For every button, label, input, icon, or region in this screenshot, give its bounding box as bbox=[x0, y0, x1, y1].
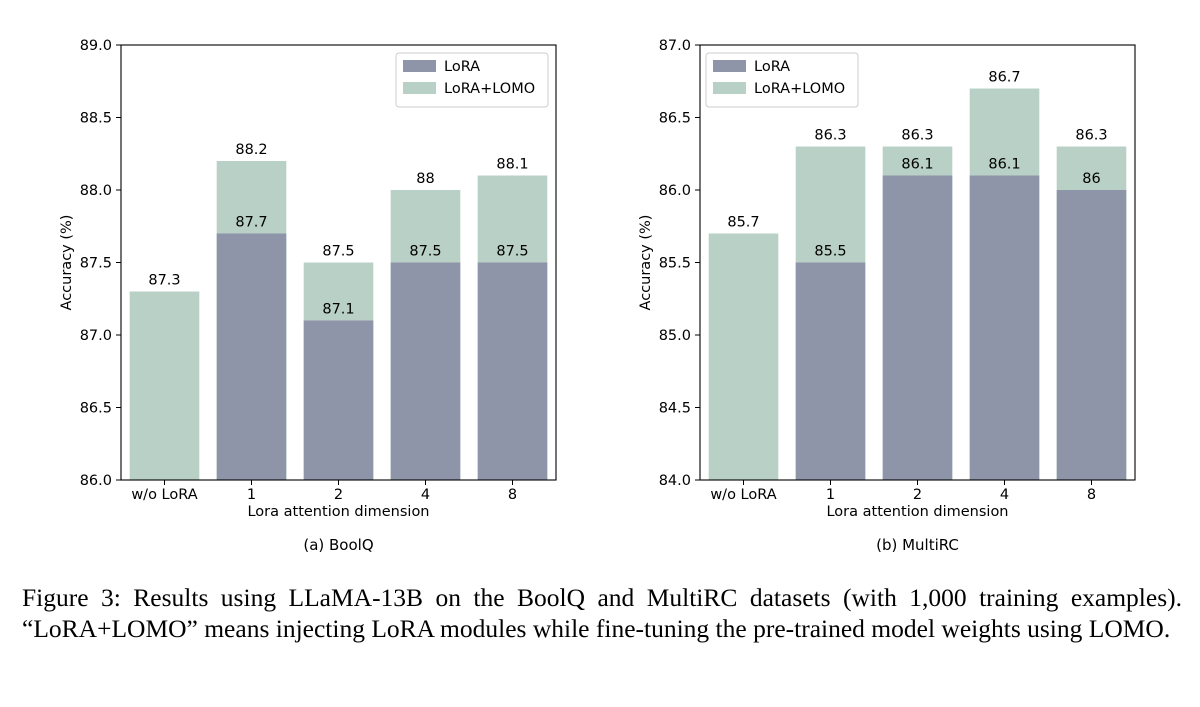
chart2-bar-lora-4 bbox=[1056, 190, 1127, 480]
chart1-subtitle: (a) BoolQ bbox=[303, 536, 373, 554]
chart1-data-label-lora-lomo-3: 88 bbox=[416, 171, 434, 187]
chart1-y-tick-label-6: 89.0 bbox=[80, 38, 112, 54]
chart1-data-label-lora-lomo-1: 88.2 bbox=[235, 142, 267, 158]
chart2-legend-swatch-lora bbox=[713, 60, 746, 72]
chart1-y-tick-label-3: 87.5 bbox=[80, 256, 112, 272]
chart1-x-axis-label: Lora attention dimension bbox=[247, 504, 429, 520]
chart1-data-label-lora-2: 87.1 bbox=[322, 302, 354, 318]
chart2-y-axis-label: Accuracy (%) bbox=[638, 215, 654, 311]
chart1-data-label-lora-1: 87.7 bbox=[235, 215, 267, 231]
chart2-y-tick-label-2: 85.0 bbox=[659, 328, 691, 344]
chart2-x-tick-label-2: 2 bbox=[913, 487, 922, 503]
chart2-legend-label-lora: LoRA bbox=[754, 59, 790, 75]
chart1-bar-lora-2 bbox=[303, 320, 374, 480]
chart2-data-label-lora-lomo-2: 86.3 bbox=[901, 128, 933, 144]
chart2-data-label-lora-lomo-3: 86.7 bbox=[988, 70, 1020, 86]
chart2-y-tick-label-5: 86.5 bbox=[659, 111, 691, 127]
chart2-bar-lora-lomo-0 bbox=[708, 233, 779, 480]
chart1-data-label-lora-lomo-0: 87.3 bbox=[148, 273, 180, 289]
chart1-data-label-lora-4: 87.5 bbox=[496, 244, 528, 260]
chart2-x-tick-label-4: 8 bbox=[1087, 487, 1096, 503]
chart2-y-tick-label-1: 84.5 bbox=[659, 401, 691, 417]
chart1-legend-swatch-lora bbox=[403, 60, 436, 72]
chart1-y-tick-label-2: 87.0 bbox=[80, 328, 112, 344]
chart2-y-tick-label-0: 84.0 bbox=[659, 473, 691, 489]
chart2-data-label-lora-1: 85.5 bbox=[814, 244, 846, 260]
chart2-x-axis-label: Lora attention dimension bbox=[826, 504, 1008, 520]
chart2-x-tick-label-3: 4 bbox=[1000, 487, 1009, 503]
chart2-data-label-lora-lomo-4: 86.3 bbox=[1075, 128, 1107, 144]
chart1-y-axis-label: Accuracy (%) bbox=[59, 215, 75, 311]
chart2-data-label-lora-2: 86.1 bbox=[901, 157, 933, 173]
chart1-legend-label-lora-lomo: LoRA+LOMO bbox=[444, 81, 535, 97]
chart2-data-label-lora-3: 86.1 bbox=[988, 157, 1020, 173]
chart2-y-tick-label-6: 87.0 bbox=[659, 38, 691, 54]
chart2-legend-swatch-lora-lomo bbox=[713, 82, 746, 94]
chart2-legend-label-lora-lomo: LoRA+LOMO bbox=[754, 81, 845, 97]
chart2-bar-lora-1 bbox=[795, 262, 866, 480]
chart1-x-tick-label-2: 2 bbox=[334, 487, 343, 503]
chart2-data-label-lora-lomo-1: 86.3 bbox=[814, 128, 846, 144]
chart1-y-tick-label-0: 86.0 bbox=[80, 473, 112, 489]
chart1-x-tick-label-1: 1 bbox=[247, 487, 256, 503]
figure-caption: Figure 3: Results using LLaMA-13B on the… bbox=[22, 583, 1182, 643]
chart1-legend-label-lora: LoRA bbox=[444, 59, 480, 75]
chart1-data-label-lora-lomo-4: 88.1 bbox=[496, 157, 528, 173]
chart2-y-tick-label-4: 86.0 bbox=[659, 183, 691, 199]
chart2-y-tick-label-3: 85.5 bbox=[659, 256, 691, 272]
chart1-x-tick-label-4: 8 bbox=[508, 487, 517, 503]
chart2-x-tick-label-0: w/o LoRA bbox=[710, 487, 776, 503]
chart1-bar-lora-4 bbox=[477, 262, 548, 480]
chart1-x-tick-label-3: 4 bbox=[421, 487, 430, 503]
chart1-data-label-lora-lomo-2: 87.5 bbox=[322, 244, 354, 260]
chart1-data-label-lora-3: 87.5 bbox=[409, 244, 441, 260]
chart2-subtitle: (b) MultiRC bbox=[876, 536, 959, 554]
chart1-x-tick-label-0: w/o LoRA bbox=[131, 487, 197, 503]
chart1-y-tick-label-5: 88.5 bbox=[80, 111, 112, 127]
figure-charts: 87.787.187.5 87.587.388.287.58888.186.086… bbox=[59, 38, 1136, 554]
chart2-x-tick-label-1: 1 bbox=[826, 487, 835, 503]
chart1-y-tick-label-4: 88.0 bbox=[80, 183, 112, 199]
chart2-bar-lora-3 bbox=[969, 175, 1040, 480]
chart1-bar-lora-3 bbox=[390, 262, 461, 480]
chart2-data-label-lora-4: 86 bbox=[1082, 171, 1100, 187]
chart2-data-label-lora-lomo-0: 85.7 bbox=[727, 215, 759, 231]
chart1-y-tick-label-1: 86.5 bbox=[80, 401, 112, 417]
chart1-bar-lora-lomo-0 bbox=[129, 291, 200, 480]
chart1-legend-swatch-lora-lomo bbox=[403, 82, 436, 94]
chart1-bar-lora-1 bbox=[216, 233, 287, 480]
chart2-bar-lora-2 bbox=[882, 175, 953, 480]
